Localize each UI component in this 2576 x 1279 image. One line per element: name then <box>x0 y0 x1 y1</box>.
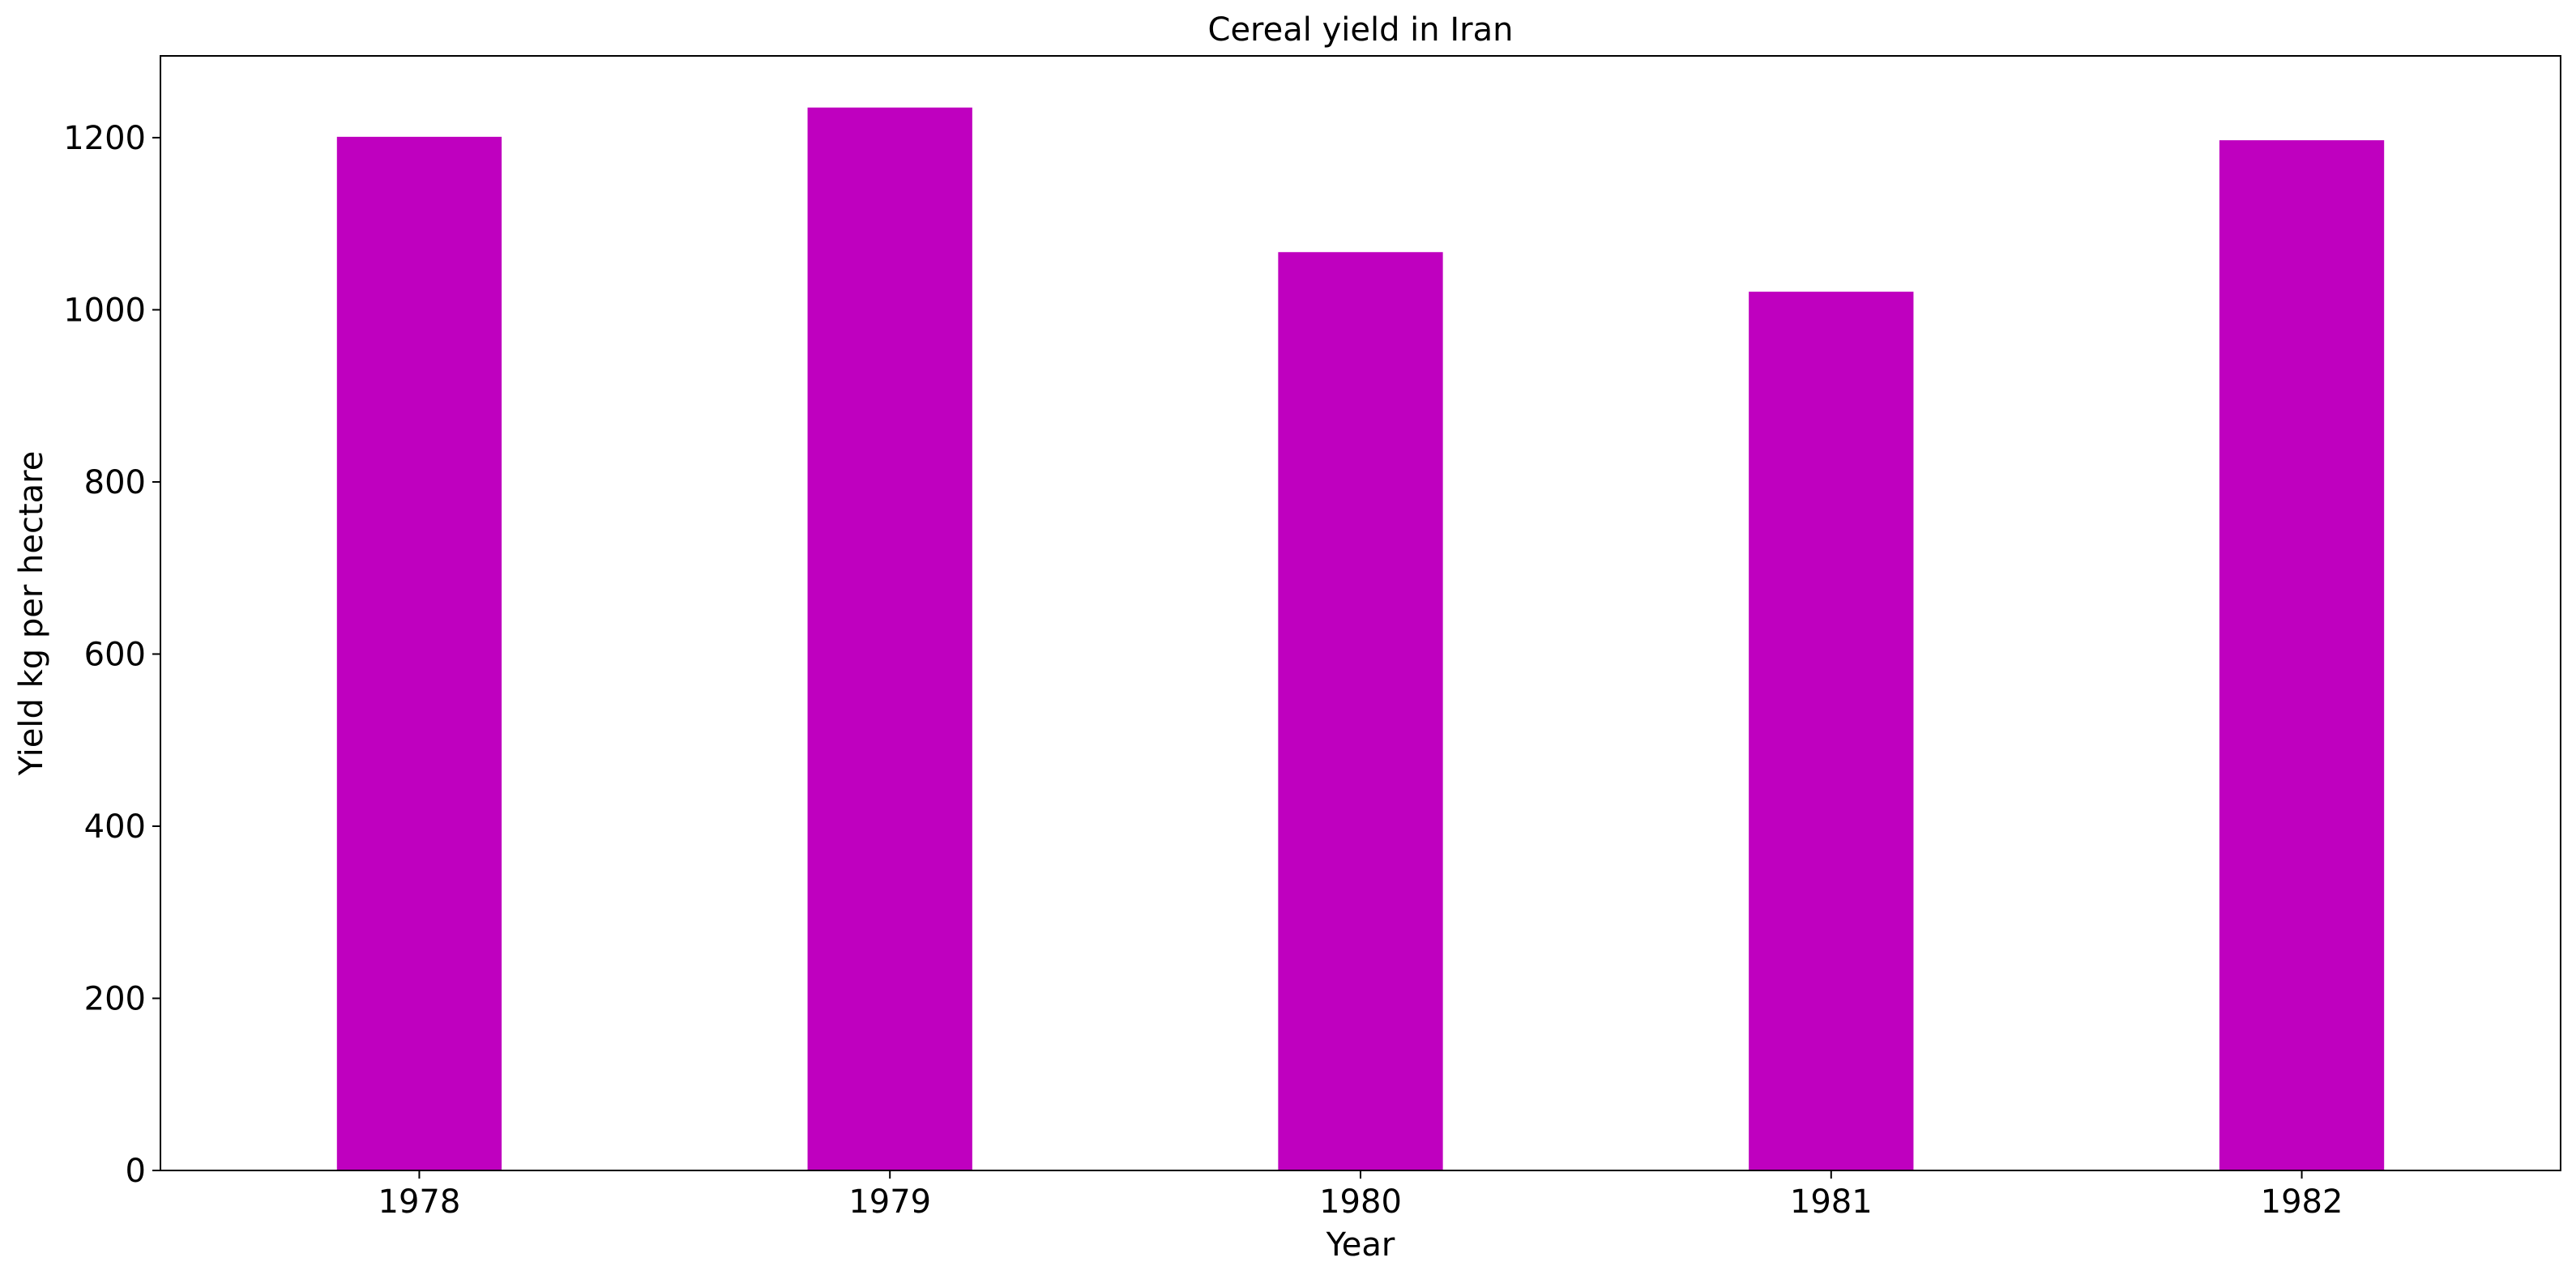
bar-1978 <box>336 136 502 1170</box>
y-tick-label-400: 400 <box>84 808 146 846</box>
y-tick-label-1000: 1000 <box>63 292 146 329</box>
x-tick-label-1980: 1980 <box>1319 1183 1402 1221</box>
x-tick-label-1982: 1982 <box>2261 1183 2343 1221</box>
y-axis-title: Yield kg per hectare <box>13 451 50 777</box>
y-tick-label-1200: 1200 <box>63 120 146 157</box>
y-tick-label-800: 800 <box>84 464 146 501</box>
x-tick-label-1981: 1981 <box>1790 1183 1873 1221</box>
x-tick-label-1978: 1978 <box>378 1183 461 1221</box>
y-tick-label-0: 0 <box>126 1153 146 1190</box>
y-tick-label-200: 200 <box>84 980 146 1017</box>
y-tick-label-600: 600 <box>84 636 146 673</box>
bar-1982 <box>2219 140 2385 1170</box>
x-tick-label-1979: 1979 <box>848 1183 931 1221</box>
bar-1980 <box>1278 252 1443 1170</box>
bar-1979 <box>807 107 972 1170</box>
plot-area <box>336 107 2385 1170</box>
chart-title: Cereal yield in Iran <box>1208 11 1514 49</box>
x-axis-title: Year <box>1326 1226 1395 1264</box>
bar-1981 <box>1749 292 1914 1170</box>
